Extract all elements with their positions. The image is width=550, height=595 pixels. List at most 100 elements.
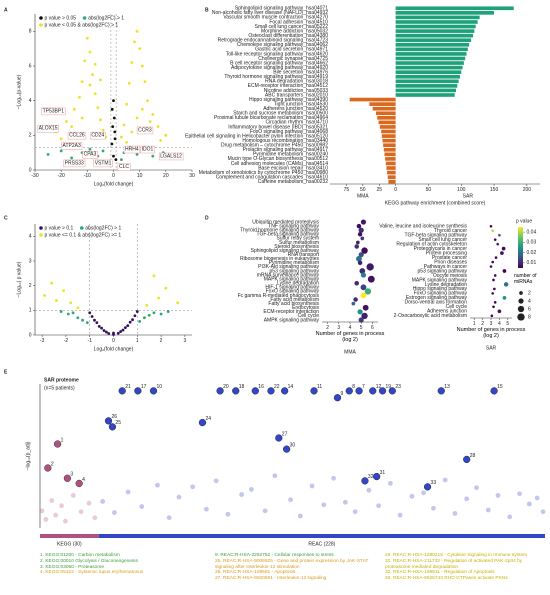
point (125, 102, 128, 106)
dot (489, 265, 493, 268)
bar (379, 125, 396, 129)
bar (388, 179, 396, 184)
gene-label: PRSS33 (65, 160, 84, 166)
bar (395, 61, 464, 65)
legend-entry: 27. REAC:R-HSA-9020591 - Interleukin-12 … (215, 576, 327, 581)
point-label: 28 (470, 453, 476, 459)
category-label: ABC transporters_hsa02010 (265, 92, 328, 98)
point (262, 508, 268, 514)
point (85, 321, 89, 325)
gene-label: TP53BP1 (43, 108, 65, 114)
category-label: PI3K-Akt signaling pathway (258, 264, 319, 270)
point-label: 31 (380, 470, 386, 476)
point (59, 137, 63, 141)
point (213, 478, 219, 484)
chart-title: SAR proteome (44, 377, 79, 383)
point (112, 99, 115, 103)
point-label: 14 (288, 384, 294, 390)
legend-title: p value (516, 218, 532, 224)
point (164, 286, 168, 290)
category-label: FoxO signaling pathway (266, 289, 320, 295)
bar (381, 134, 396, 138)
labeled-point (275, 434, 283, 442)
point (70, 493, 76, 498)
legend-marker (82, 16, 87, 20)
series-label: SAR (463, 193, 474, 199)
point (71, 311, 75, 315)
dot (358, 252, 364, 258)
point (397, 512, 403, 518)
legend-label: p value > 0.1 (45, 225, 74, 231)
point (123, 326, 127, 329)
point (366, 487, 372, 493)
labeled-point (63, 474, 72, 482)
category-label: MAPK signaling pathway (412, 277, 468, 283)
bar (395, 42, 470, 47)
point (90, 315, 94, 318)
category-label: MAPK signaling pathway (264, 276, 320, 282)
category-label: Nicotine addiction_hsa05033 (264, 88, 328, 94)
labeled-point (118, 387, 126, 395)
point (421, 490, 427, 496)
bar (383, 143, 396, 148)
category-label: Regulation of actin cytoskeleton (396, 241, 467, 247)
point (112, 331, 115, 335)
point (113, 137, 117, 141)
x-tick-label: 200 (523, 187, 532, 193)
panel-label: E (4, 369, 8, 375)
point (135, 29, 139, 33)
bar (395, 70, 462, 75)
dot (364, 288, 372, 295)
bar (395, 47, 468, 52)
gene-label: CPA3 (84, 152, 97, 158)
x-tick-label: -2 (64, 338, 69, 344)
size-legend-label: 8 (528, 314, 531, 320)
category-label: Fc gamma R-mediated phagocytosis (238, 293, 320, 299)
point (43, 294, 46, 297)
gene-label-box (37, 124, 60, 133)
legend-column: 9. REAC:R-HSA-2262752 - Cellular respons… (215, 553, 380, 582)
dot (360, 284, 367, 291)
point-label: 24 (205, 416, 211, 422)
y-tick-label: 0 (29, 167, 32, 173)
legend-entry: 3. KEGG:03050 - Proteasome (40, 564, 104, 570)
point (86, 500, 92, 506)
bar (395, 15, 480, 20)
category-label: Protein processing (426, 250, 468, 256)
bar (383, 147, 396, 152)
y-tick-label: 2 (29, 283, 32, 289)
x-tick-label: 0 (112, 173, 115, 179)
gene-label: CD24 (91, 133, 104, 139)
category-label: Fatty acid metabolism (270, 297, 319, 303)
y-axis-label: −Log₁₀(p-value) (16, 74, 22, 109)
point (80, 116, 84, 120)
category-label: AMPK signaling pathway (264, 317, 320, 323)
labeled-point (134, 387, 142, 395)
category-label: TGF-beta signaling pathway (256, 232, 319, 238)
point (93, 62, 97, 66)
dot (498, 233, 501, 237)
gene-label: HRH4 (125, 147, 139, 153)
legend-column: 28. REAC:R-HSA-1280215 - Cytokine Signal… (385, 553, 547, 582)
bar (381, 129, 396, 134)
group-bar (98, 534, 545, 538)
dot (351, 301, 356, 306)
category-label: Cell cycle (298, 313, 320, 319)
bar (395, 6, 514, 11)
gene-label: ATP2A3 (63, 143, 81, 149)
point (99, 78, 102, 82)
point (133, 314, 137, 318)
category-label: Dorso-ventral axis formation (404, 300, 467, 306)
x-tick-label: 2 (160, 338, 163, 344)
legend-entry: 33. REAC:R-HSA-9625743 RHO GTPases activ… (385, 576, 508, 581)
point (101, 149, 105, 153)
category-label: FoxO signaling pathway (414, 291, 468, 297)
gene-label-box (67, 131, 87, 140)
x-axis-label: Log₂(fold change) (94, 181, 134, 187)
gene-label: LGALS12 (160, 153, 182, 159)
point-label: 8 (352, 384, 355, 390)
point (53, 512, 59, 518)
gene-label-box (93, 159, 113, 168)
point (135, 310, 139, 313)
point (110, 142, 114, 146)
